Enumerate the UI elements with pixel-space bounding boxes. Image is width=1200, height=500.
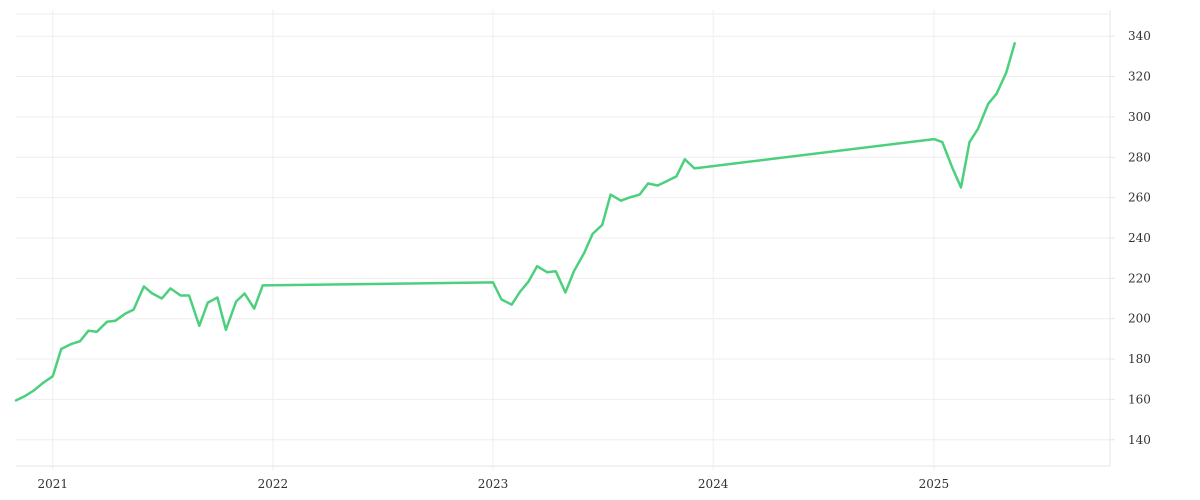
x-tick-label: 2025 [919, 477, 950, 491]
y-tick-label: 180 [1128, 352, 1151, 366]
x-tick-label: 2021 [38, 477, 69, 491]
y-tick-label: 200 [1128, 312, 1151, 326]
y-tick-label: 160 [1128, 392, 1151, 406]
x-tick-label: 2024 [698, 477, 729, 491]
grid [16, 10, 1110, 470]
y-tick-label: 280 [1128, 150, 1151, 164]
y-tick-label: 220 [1128, 271, 1151, 285]
y-tick-label: 260 [1128, 191, 1151, 205]
axes [16, 10, 1115, 467]
y-tick-label: 240 [1128, 231, 1151, 245]
y-tick-label: 140 [1128, 433, 1151, 447]
x-tick-label: 2022 [258, 477, 289, 491]
tick-labels: 140 160 180 200 220 240 260 280 300 320 340 2021 202… [38, 29, 1151, 491]
series-line [14, 42, 1016, 402]
y-tick-label: 340 [1128, 29, 1151, 43]
y-tick-label: 320 [1128, 70, 1151, 84]
y-tick-label: 300 [1128, 110, 1151, 124]
series-layer [14, 42, 1016, 402]
x-tick-label: 2023 [478, 477, 509, 491]
